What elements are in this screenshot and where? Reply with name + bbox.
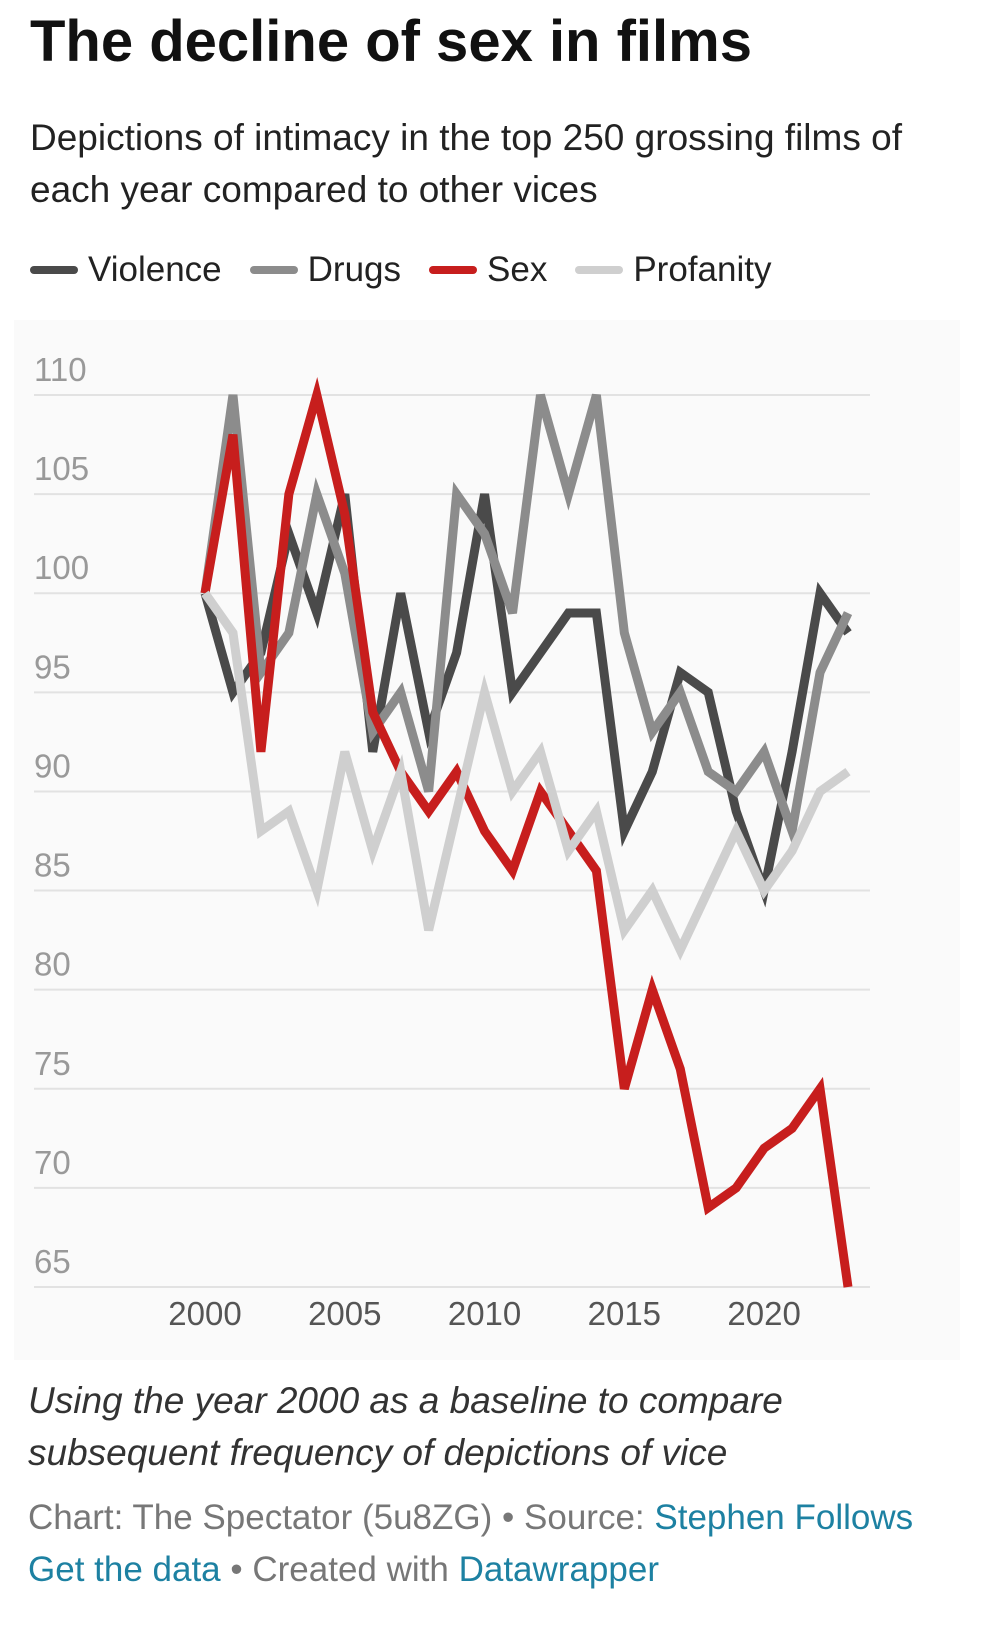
legend: Violence Drugs Sex Profanity xyxy=(30,250,771,290)
legend-swatch xyxy=(249,266,298,274)
chart-subtitle: Depictions of intimacy in the top 250 gr… xyxy=(30,117,902,210)
legend-item: Profanity xyxy=(575,250,771,290)
y-tick-label: 95 xyxy=(34,648,71,685)
legend-label: Profanity xyxy=(633,250,772,289)
series-line xyxy=(200,493,852,908)
source-link[interactable]: Stephen Follows xyxy=(654,1498,914,1537)
legend-label: Sex xyxy=(487,250,548,289)
x-tick-label: 2005 xyxy=(308,1295,381,1332)
y-tick-label: 85 xyxy=(34,847,71,884)
legend-label: Violence xyxy=(88,250,222,289)
credit: Chart: The Spectator (5u8ZG) xyxy=(28,1498,493,1537)
tool-link[interactable]: Datawrapper xyxy=(458,1550,659,1589)
chart: 65 70 75 80 85 90 95 100 105 110 2000 2005 2010 2015 2… xyxy=(14,320,960,1360)
chart-title: The decline of sex in films xyxy=(30,9,752,74)
separator: • xyxy=(502,1498,515,1537)
y-tick-label: 110 xyxy=(34,351,87,388)
footer: Chart: The Spectator (5u8ZG) • Source: S… xyxy=(28,1492,998,1596)
legend-swatch xyxy=(575,266,624,274)
y-tick-label: 100 xyxy=(34,549,89,586)
y-tick-label: 70 xyxy=(34,1144,71,1181)
created-label: Created with xyxy=(252,1550,449,1589)
y-tick-label: 80 xyxy=(34,946,71,983)
y-tick-label: 90 xyxy=(34,747,71,784)
y-tick-label: 65 xyxy=(34,1243,71,1280)
legend-swatch xyxy=(30,266,78,274)
legend-swatch xyxy=(429,266,478,274)
source-label: Source: xyxy=(524,1498,645,1537)
data-link[interactable]: Get the data xyxy=(28,1550,221,1589)
legend-item: Sex xyxy=(429,250,547,290)
x-tick-label: 2010 xyxy=(448,1295,521,1332)
series-line xyxy=(201,590,851,961)
x-tick-label: 2020 xyxy=(727,1295,800,1332)
legend-item: Drugs xyxy=(249,250,402,290)
y-tick-label: 75 xyxy=(34,1045,71,1082)
series-line xyxy=(200,377,853,1288)
legend-item: Violence xyxy=(30,250,222,290)
x-tick-label: 2015 xyxy=(588,1295,661,1332)
series-line xyxy=(200,393,853,849)
chart-note: Using the year 2000 as a baseline to com… xyxy=(28,1380,783,1473)
separator: • xyxy=(230,1550,243,1589)
legend-label: Drugs xyxy=(307,250,402,289)
x-tick-label: 2000 xyxy=(168,1295,241,1332)
y-tick-label: 105 xyxy=(34,450,89,487)
